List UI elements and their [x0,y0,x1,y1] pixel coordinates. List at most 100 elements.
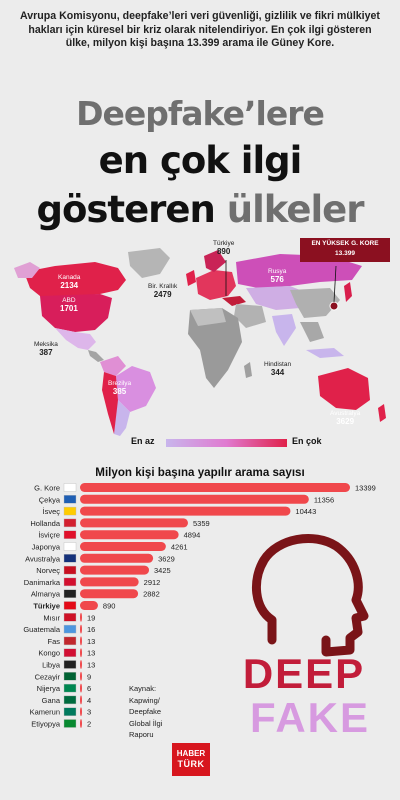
source-note: Kaynak: Kapwing/ Deepfake Global İlgi Ra… [129,684,163,739]
country-kanada [24,262,126,298]
bar [80,660,82,669]
country-madagaskar [244,362,252,378]
bar-value: 13 [87,661,95,670]
bar-value: 9 [87,672,91,681]
bar [80,530,179,540]
flag-icon [63,695,77,705]
legend-gradient [166,439,287,447]
map-label-brezilya: Brezilya 385 [108,380,132,396]
flag-icon [63,636,77,646]
bar [80,648,82,658]
bar-label: Avustralya [25,554,61,563]
bar [80,707,82,717]
country-turkiye [222,296,246,306]
country-kralik [186,270,196,286]
bar [80,601,98,610]
map-label-kralik: Bir. Krallık 2479 [148,283,178,299]
bar-label: Danimarka [24,578,61,587]
bar-label: İsviçre [38,531,60,540]
bar-value: 3 [87,708,91,717]
bar [80,518,188,528]
bar-value: 11356 [314,495,334,504]
flag-icon [63,660,77,669]
map-label-avustralya: Avustralya 3629 [330,410,361,426]
bar [80,483,350,492]
map-label-kanada: Kanada 2134 [58,274,81,290]
bar-label: Kamerun [30,708,60,717]
map-label-meksika: Meksika 387 [34,341,58,357]
bar-value: 3629 [158,554,175,563]
country-yeni-zelanda [378,404,386,422]
bar-value: 19 [87,613,95,622]
bar-label: Japonya [32,543,61,552]
bar-value: 16 [87,625,95,634]
bar-label: Fas [47,637,60,646]
flag-icon [63,719,77,728]
country-guneydogu [300,322,324,342]
bar-label: Gana [42,696,61,705]
bar-value: 13 [87,649,95,658]
country-hindistan [272,314,296,346]
title-line-3: gösteren ülkeler [0,188,400,231]
bar [80,506,291,516]
bar [80,636,82,646]
country-arjantin [114,400,130,436]
bar-value: 4 [87,696,91,705]
bar [80,542,166,551]
bar-value: 5359 [193,519,210,528]
deepfake-graphic: DEEP FAKE [243,534,369,741]
bar-label: Nijerya [37,684,61,693]
top-country-box: EN YÜKSEK G. KORE 13.399 [300,238,390,262]
flag-icon [63,648,77,657]
bar-value: 3425 [154,566,171,575]
bar [80,612,82,622]
flag-icon [63,683,77,693]
world-map [14,248,386,436]
country-avrupa [196,270,236,300]
country-avustralya [318,368,370,410]
bar-value: 4261 [171,543,188,552]
country-endonezya [306,348,344,358]
chart-title: Milyon kişi başına yapılır arama sayısı [95,466,305,479]
bar [80,565,150,575]
bar-label: Türkiye [33,602,60,611]
flag-icon [63,589,77,598]
bar-label: G. Kore [34,484,60,493]
flag-icon [63,565,77,575]
bar [80,671,82,681]
flag-icon [63,495,77,504]
bar-label: Hollanda [30,519,60,528]
bar-label: Etiyopya [31,720,61,729]
bar-value: 2882 [143,590,160,599]
legend-low: En az [131,436,155,446]
bar [80,683,82,693]
bar-value: 10443 [295,507,316,516]
title-line-3-a: gösteren [36,188,215,231]
bar-label: Cezayir [35,672,61,681]
flag-icon [63,601,77,610]
deepfake-word-1: DEEP [243,650,365,697]
bar-label: Kongo [38,649,60,658]
bar [80,589,139,599]
country-afrika-north [190,308,226,326]
bar-value: 13399 [355,484,376,493]
bar-label: Mısır [43,613,60,622]
head-outline-icon [251,534,369,657]
country-cin [290,288,340,318]
legend-high: En çok [292,436,322,446]
title-line-3-b: ülkeler [226,188,365,231]
flag-icon [63,518,77,528]
country-kolombiya [100,356,126,376]
bar-value: 2912 [144,578,161,587]
flag-icon [63,613,77,622]
country-abd [40,294,112,332]
intro-text: Avrupa Komisyonu, deepfake’leri veri güv… [20,10,380,50]
country-brezilya [116,366,156,412]
top-country-label: EN YÜKSEK G. KORE [311,240,379,247]
bar-value: 6 [87,684,91,693]
flag-icon [63,624,77,634]
bar [80,577,139,587]
country-g-kore [329,301,339,311]
flag-icon [63,577,77,587]
flag-icon [63,506,77,516]
